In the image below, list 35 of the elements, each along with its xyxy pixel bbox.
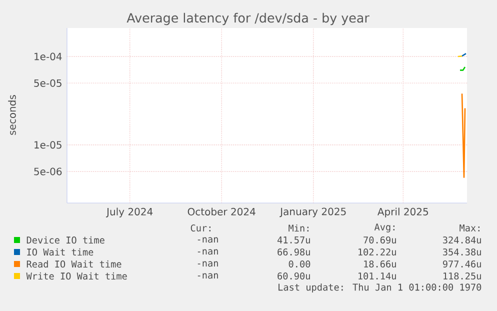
text: Avg: [374, 224, 394, 232]
text: 60.90u [278, 272, 310, 280]
y-tick-label: 5e-05 [34, 79, 62, 87]
text: 354.38u [443, 248, 481, 256]
text: -nan [198, 249, 218, 255]
text: 324.84u [443, 236, 481, 244]
y-tick-label: 1e-04 [34, 52, 62, 60]
legend-label: IO Wait time [27, 248, 94, 256]
text: Max: [460, 224, 480, 232]
x-tick-label: January 2025 [280, 208, 346, 218]
text: 41.57u [277, 236, 310, 244]
text: 101.14u [358, 272, 396, 280]
text: -nan [198, 261, 218, 267]
text: Cur: [190, 224, 210, 232]
text: 102.22u [358, 248, 396, 256]
text: 66.98u [278, 248, 310, 256]
text: -nan [198, 237, 218, 243]
text: 977.46u [442, 260, 481, 268]
x-tick-label: October 2024 [188, 208, 256, 216]
y-axis-title: seconds [8, 95, 16, 135]
y-tick-label: 1e-05 [34, 141, 62, 149]
y-tick-label: 5e-06 [34, 168, 62, 176]
text: 0.00 [288, 260, 310, 268]
text: Min: [288, 224, 308, 232]
legend-label: Device IO time [26, 236, 104, 244]
legend-label: Read IO Wait time [26, 260, 122, 268]
text: 118.25u [444, 272, 481, 280]
x-tick-label: July 2024 [106, 208, 153, 218]
text: 18.66u [364, 260, 396, 268]
x-tick-label: April 2025 [377, 208, 428, 218]
legend-label: Write IO Wait time [26, 272, 127, 280]
text: -nan [198, 273, 218, 279]
text: Last update: Thu Jan 1 01:00:00 1970 [278, 283, 482, 293]
text: 70.69u [364, 236, 396, 244]
chart-title: Average latency for /dev/sda - by year [126, 12, 370, 26]
